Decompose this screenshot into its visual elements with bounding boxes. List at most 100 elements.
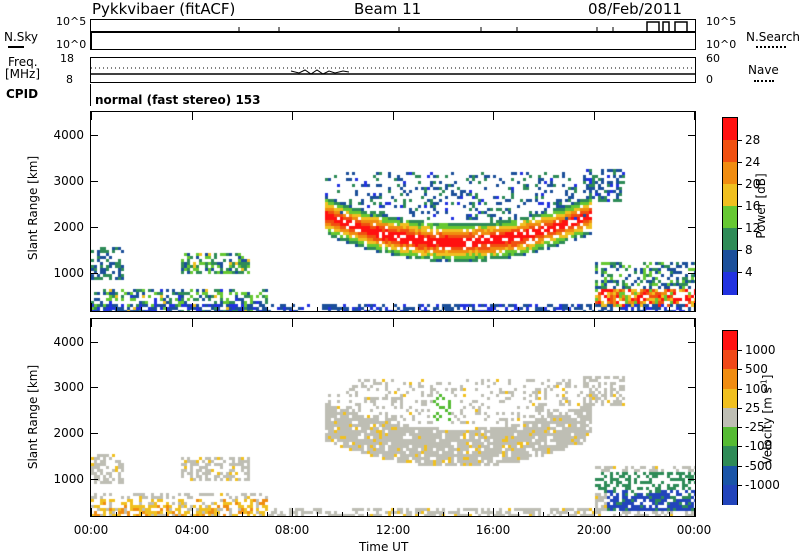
station-title: Pykkvibaer (fitACF) (92, 0, 236, 18)
velocity-ytick (91, 479, 98, 480)
velocity-xminor (267, 512, 268, 516)
velocity-ytick-right (688, 342, 695, 343)
power-xminor (217, 307, 218, 311)
power-xminor (543, 307, 544, 311)
power-cb-tick (738, 228, 742, 229)
nsky-tick-bottom: 10^0 (56, 38, 87, 51)
colorbar-segment (723, 484, 737, 506)
xtick-label: 04:00 (174, 523, 210, 537)
power-colorbar-fill (723, 118, 737, 296)
power-ytick-right (688, 135, 695, 136)
power-xminor (242, 307, 243, 311)
power-xtick (594, 303, 595, 311)
nave-label: Nave (748, 63, 779, 77)
power-ytick (91, 181, 98, 182)
velocity-ytick (91, 387, 98, 388)
velocity-xtick-top (91, 319, 92, 327)
power-xtick (393, 303, 394, 311)
velocity-xminor (367, 512, 368, 516)
power-cb-tick (738, 206, 742, 207)
power-colorbar-tick: 8 (745, 243, 753, 257)
colorbar-segment (723, 407, 737, 429)
power-xminor (644, 307, 645, 311)
power-xminor (568, 307, 569, 311)
cpid-value: normal (fast stereo) 153 (95, 93, 261, 107)
xtick-label: 12:00 (375, 523, 411, 537)
power-xtick-top (493, 112, 494, 120)
power-xtick-top (292, 112, 293, 120)
power-xminor (141, 307, 142, 311)
power-xtick (292, 303, 293, 311)
power-xtick-top (594, 112, 595, 120)
power-plot-frame (90, 111, 696, 312)
power-xtick-top (694, 112, 695, 120)
power-xminor (367, 307, 368, 311)
nsky-tick-top: 10^5 (56, 15, 87, 28)
velocity-xtick (91, 508, 92, 516)
velocity-xtick (694, 508, 695, 516)
beam-title: Beam 11 (354, 0, 422, 18)
velocity-ytick-label: 3000 (53, 380, 84, 394)
velocity-colorbar-tick: -100 (745, 439, 773, 453)
colorbar-segment (723, 272, 737, 296)
velocity-cb-tick (738, 389, 742, 390)
velocity-xtick (393, 508, 394, 516)
colorbar-segment (723, 331, 737, 352)
velocity-xminor (342, 512, 343, 516)
velocity-xminor (518, 512, 519, 516)
xtick-label: 16:00 (475, 523, 511, 537)
nsky-label: N.Sky (4, 30, 39, 44)
power-cb-tick (738, 272, 742, 273)
velocity-xtick-top (393, 319, 394, 327)
power-xminor (267, 307, 268, 311)
velocity-ytick-label: 1000 (53, 472, 84, 486)
colorbar-segment (723, 250, 737, 274)
nsky-legend-line (8, 46, 24, 48)
power-xtick-top (393, 112, 394, 120)
power-xminor (619, 307, 620, 311)
colorbar-segment (723, 465, 737, 486)
cpid-divider (90, 84, 91, 106)
velocity-ytick-label: 2000 (53, 426, 84, 440)
power-ytick-label: 4000 (53, 128, 84, 142)
velocity-xminor (443, 512, 444, 516)
power-xtick (694, 303, 695, 311)
velocity-xtick-top (292, 319, 293, 327)
power-xminor (342, 307, 343, 311)
xtick-label: 08:00 (274, 523, 310, 537)
power-ytick-label: 2000 (53, 220, 84, 234)
velocity-colorbar (722, 330, 738, 506)
colorbar-segment (723, 162, 737, 186)
freq-tick-top: 18 (60, 52, 74, 65)
date-title: 08/Feb/2011 (588, 0, 682, 18)
power-ytick (91, 135, 98, 136)
velocity-colorbar-tick: 1000 (745, 343, 776, 357)
power-xminor (468, 307, 469, 311)
velocity-ytick-right (688, 479, 695, 480)
power-xtick-top (91, 112, 92, 120)
velocity-cb-tick (738, 427, 742, 428)
velocity-colorbar-tick: 100 (745, 382, 768, 396)
velocity-colorbar-tick: -25 (745, 420, 765, 434)
velocity-cb-tick (738, 485, 742, 486)
nave-legend-line (754, 80, 774, 82)
power-xminor (443, 307, 444, 311)
velocity-xminor (669, 512, 670, 516)
colorbar-segment (723, 369, 737, 390)
velocity-xminor (317, 512, 318, 516)
colorbar-segment (723, 446, 737, 467)
nsearch-tick-top: 10^5 (706, 15, 737, 28)
power-xtick (493, 303, 494, 311)
velocity-cb-tick (738, 446, 742, 447)
velocity-cb-tick (738, 408, 742, 409)
velocity-xtick (493, 508, 494, 516)
velocity-xtick (192, 508, 193, 516)
power-ytick-right (688, 181, 695, 182)
nsky-trace (91, 21, 695, 49)
velocity-plot-frame (90, 318, 696, 517)
colorbar-segment (723, 118, 737, 142)
velocity-colorbar-tick: 25 (745, 401, 761, 415)
velocity-xminor (166, 512, 167, 516)
power-colorbar-tick: 28 (745, 133, 761, 147)
